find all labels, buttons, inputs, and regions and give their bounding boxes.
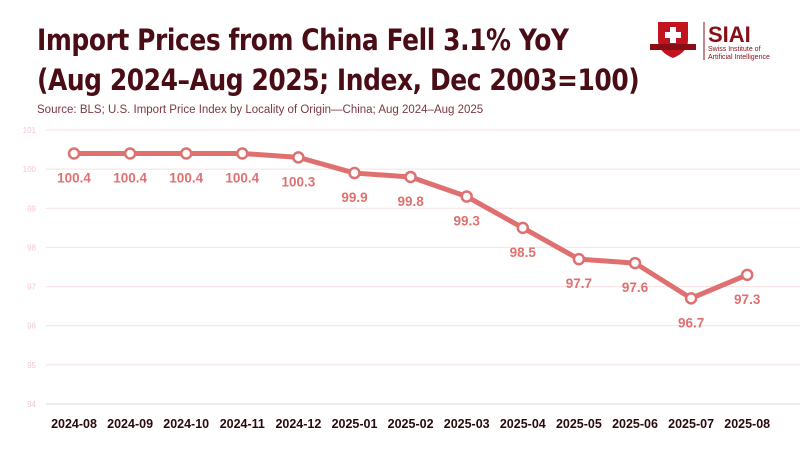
x-tick-label: 2025-01 (332, 417, 378, 431)
data-label: 100.3 (282, 174, 316, 189)
title-line-1: Import Prices from China Fell 3.1% YoY (37, 23, 569, 57)
x-tick-label: 2024-11 (220, 417, 265, 431)
data-label: 97.7 (566, 276, 592, 291)
svg-text:Artificial Intelligence: Artificial Intelligence (708, 54, 770, 61)
data-point (516, 221, 530, 235)
y-tick-label: 94 (27, 400, 36, 409)
x-tick-label: 2025-04 (500, 417, 546, 431)
data-label: 97.3 (734, 292, 761, 307)
data-point (348, 166, 361, 180)
x-tick-label: 2025-08 (724, 417, 770, 431)
data-point (572, 252, 586, 266)
y-tick-label: 95 (27, 361, 36, 370)
data-label: 100.4 (225, 170, 259, 185)
x-tick-label: 2025-02 (388, 417, 434, 431)
svg-text:SIAI: SIAI (708, 22, 751, 47)
data-point (628, 256, 642, 270)
y-tick-label: 101 (23, 126, 37, 135)
x-tick-label: 2025-03 (444, 417, 490, 431)
x-tick-label: 2024-09 (107, 417, 153, 431)
x-tick-label: 2025-05 (556, 417, 602, 431)
x-tick-label: 2025-06 (612, 417, 658, 431)
data-label: 100.4 (169, 170, 203, 185)
data-label: 98.5 (510, 245, 537, 260)
title-line-2: (Aug 2024–Aug 2025; Index, Dec 2003=100) (37, 63, 640, 97)
data-point (67, 147, 81, 160)
data-label: 100.4 (113, 170, 147, 185)
y-tick-label: 98 (27, 243, 36, 252)
y-tick-label: 100 (23, 165, 37, 174)
data-point (236, 147, 249, 160)
data-label: 99.9 (341, 190, 367, 205)
chart-title: Import Prices from China Fell 3.1% YoY (… (37, 20, 640, 100)
siai-logo: SIAI Swiss Institute of Artificial Intel… (650, 22, 770, 61)
data-point (292, 151, 305, 164)
x-tick-label: 2024-10 (163, 417, 209, 431)
y-tick-label: 99 (27, 204, 36, 213)
data-point (460, 190, 473, 203)
svg-text:Swiss Institute of: Swiss Institute of (708, 46, 761, 53)
data-point (404, 170, 417, 184)
data-point (123, 147, 137, 160)
x-tick-label: 2024-12 (275, 417, 321, 431)
data-label: 99.8 (397, 194, 424, 209)
x-tick-label: 2025-07 (668, 417, 714, 431)
data-point (740, 268, 754, 282)
data-label: 99.3 (454, 214, 481, 229)
source-note: Source: BLS; U.S. Import Price Index by … (37, 104, 484, 116)
data-label: 100.4 (57, 170, 91, 185)
data-label: 96.7 (678, 315, 704, 330)
data-point (179, 147, 193, 160)
data-point (684, 292, 698, 305)
x-tick-label: 2024-08 (51, 417, 97, 431)
y-tick-label: 97 (27, 283, 36, 292)
y-tick-label: 96 (27, 322, 36, 331)
data-label: 97.6 (622, 280, 649, 295)
